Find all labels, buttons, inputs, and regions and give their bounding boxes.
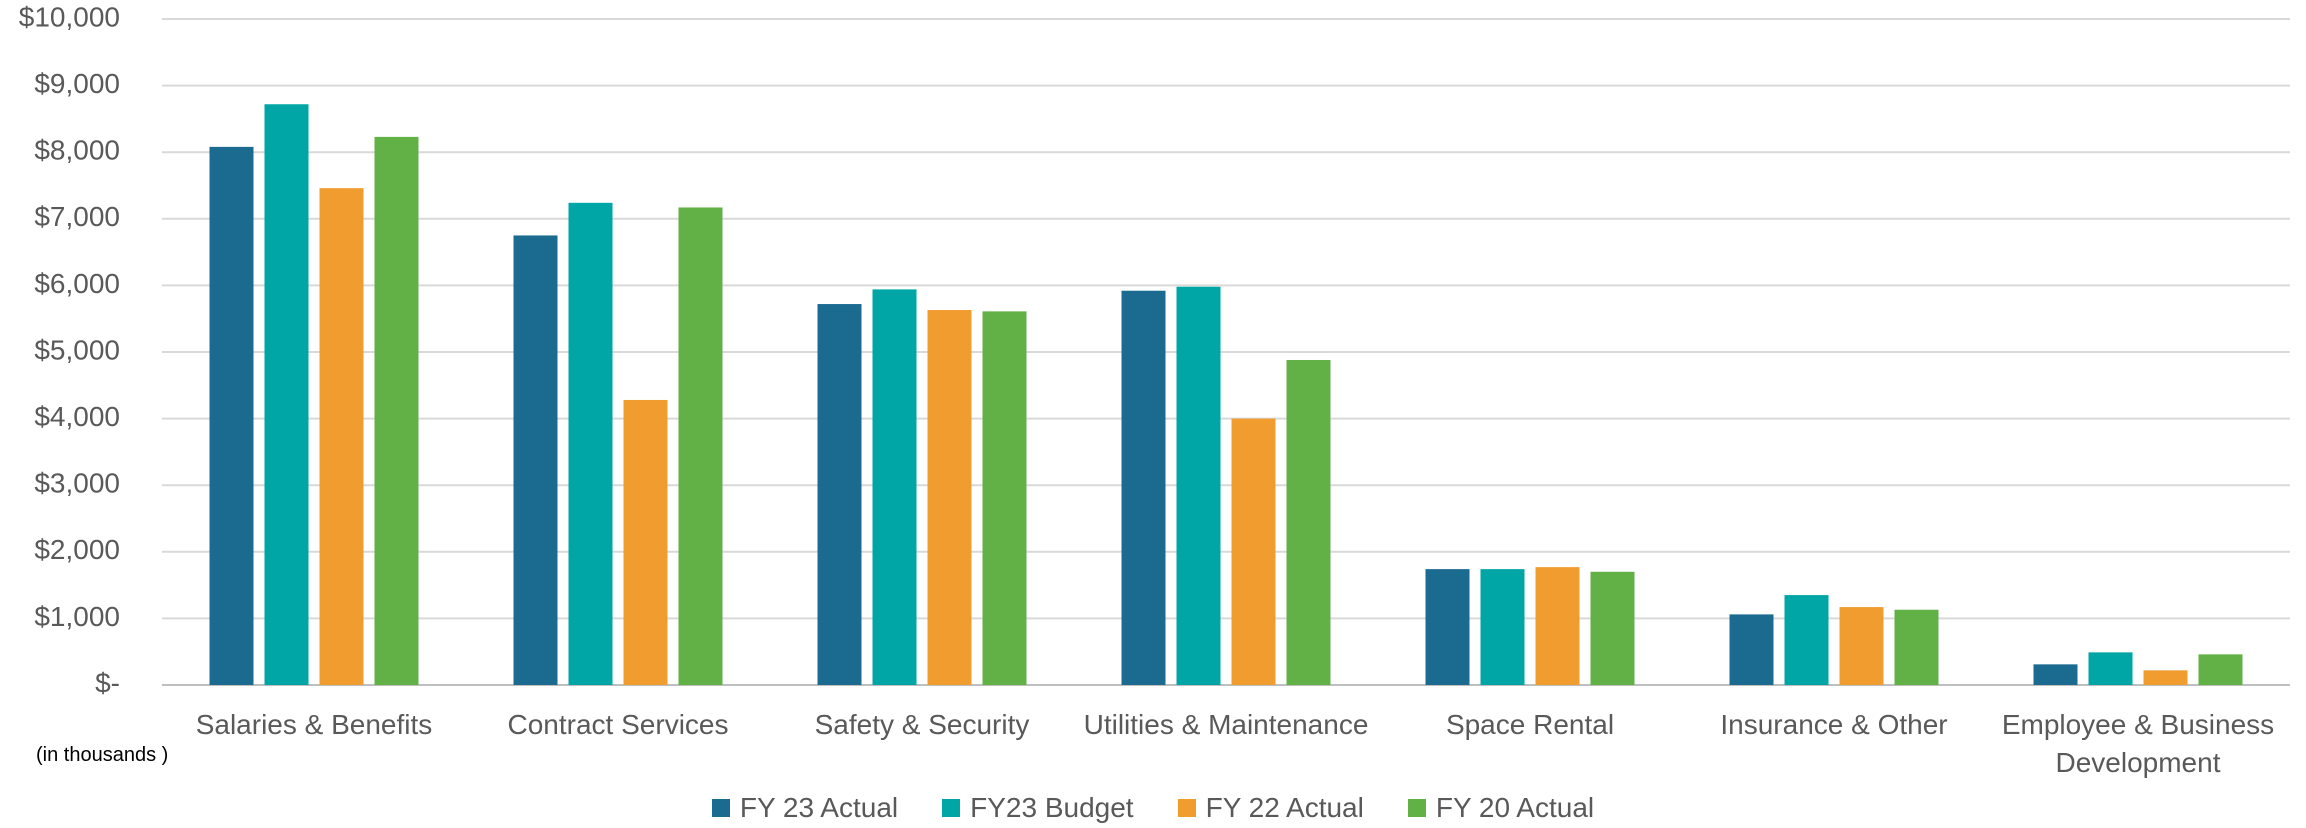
bar: [513, 235, 558, 685]
bar: [2088, 652, 2133, 685]
bar: [1480, 569, 1525, 685]
bar: [568, 202, 613, 686]
x-tick-label: Contract Services: [507, 709, 729, 740]
y-tick-label: $4,000: [34, 401, 120, 432]
y-tick-label: $6,000: [34, 268, 120, 299]
legend-item: FY 20 Actual: [1407, 792, 1595, 824]
bar: [1839, 607, 1884, 685]
bar: [209, 146, 254, 685]
bar: [1286, 359, 1331, 685]
x-tick-label: Safety & Security: [814, 709, 1030, 740]
bar: [1425, 569, 1470, 685]
bar: [1231, 418, 1276, 685]
bar: [1729, 614, 1774, 685]
bar: [1590, 571, 1635, 685]
bar: [1894, 609, 1939, 685]
bar: [817, 304, 862, 685]
bar: [2143, 670, 2188, 685]
bar: [2033, 664, 2078, 685]
bar: [319, 188, 364, 685]
y-tick-label: $3,000: [34, 468, 120, 499]
y-tick-label: $9,000: [34, 68, 120, 99]
x-tick-label: Space Rental: [1445, 709, 1615, 740]
legend-item: FY 22 Actual: [1177, 792, 1364, 824]
legend-label: FY 20 Actual: [1435, 792, 1595, 823]
legend: FY 23 Actual FY23 Budget FY 22 Actual FY 20…: [0, 792, 2306, 824]
x-tick-label: Utilities & Maintenance: [1083, 709, 1369, 740]
bar: [1176, 286, 1221, 685]
unit-note: (in thousands ): [36, 744, 169, 766]
y-tick-label: $7,000: [34, 201, 120, 232]
y-tick-label: $5,000: [34, 334, 120, 365]
bar: [2198, 654, 2243, 685]
y-tick-label: $2,000: [34, 534, 120, 565]
legend-swatch: [711, 799, 730, 817]
y-tick-label: $-: [95, 667, 120, 698]
bar: [1535, 567, 1580, 685]
bar: [872, 289, 917, 685]
x-tick-label: Insurance & Other: [1720, 709, 1948, 740]
legend-swatch: [1407, 799, 1426, 817]
y-tick-label: $8,000: [34, 135, 120, 166]
legend-item: FY23 Budget: [942, 792, 1134, 824]
legend-swatch: [942, 799, 961, 817]
bar: [623, 399, 668, 685]
legend-label: FY 22 Actual: [1205, 792, 1364, 823]
bar: [264, 104, 309, 686]
bar: [678, 207, 723, 685]
legend-label: FY23 Budget: [970, 792, 1134, 823]
bar: [982, 311, 1027, 685]
bar: [1121, 290, 1166, 685]
legend-item: FY 23 Actual: [711, 792, 899, 824]
bar: [927, 310, 972, 685]
legend-label: FY 23 Actual: [739, 792, 899, 823]
y-tick-label: $1,000: [34, 601, 120, 632]
x-tick-label: Employee & Business Development: [2001, 709, 2275, 778]
legend-swatch: [1177, 799, 1196, 817]
y-tick-label: $10,000: [19, 1, 120, 32]
bar: [374, 136, 419, 685]
bar: [1784, 595, 1829, 685]
x-tick-label: Salaries & Benefits: [195, 709, 433, 740]
